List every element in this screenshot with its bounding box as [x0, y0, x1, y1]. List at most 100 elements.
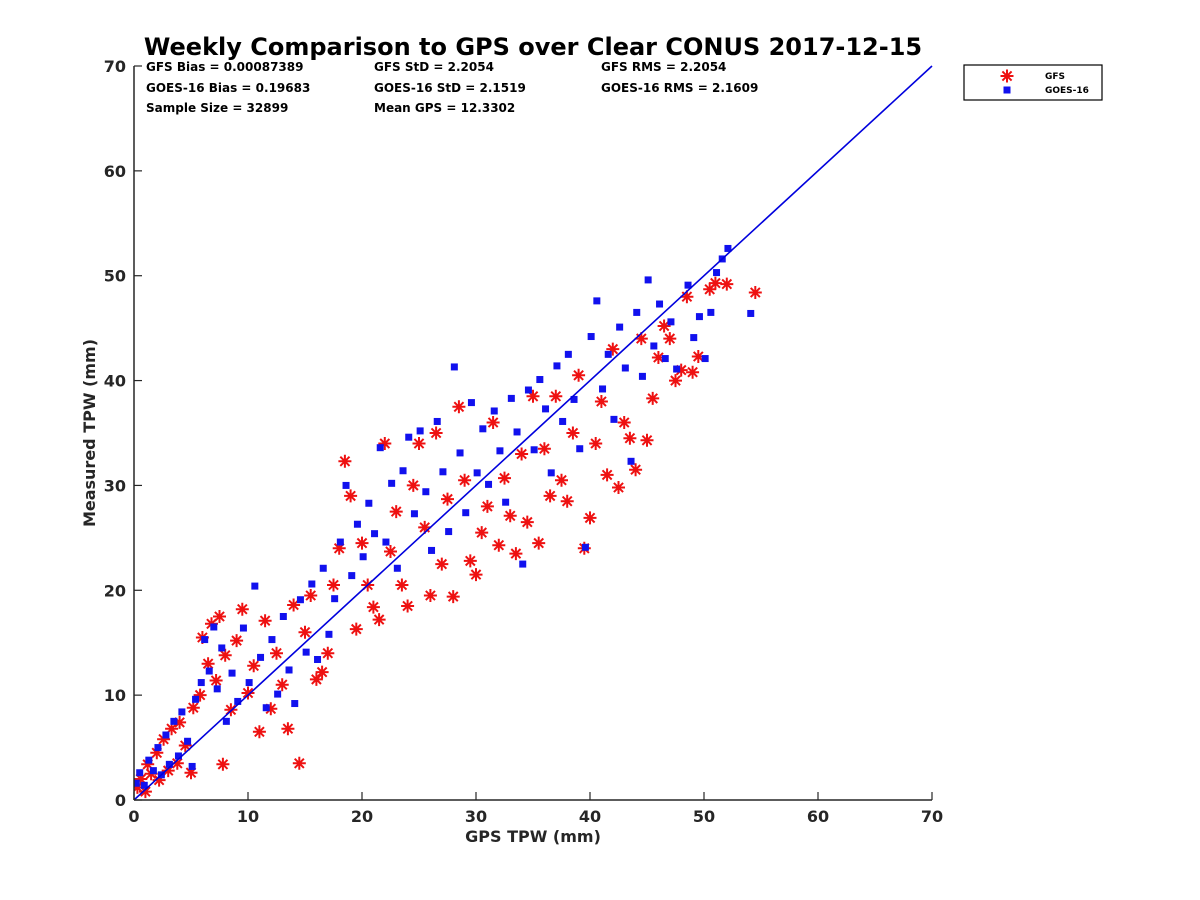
gfs-point	[572, 368, 586, 382]
goes16-point	[218, 644, 226, 652]
goes16-point	[724, 244, 732, 252]
gfs-point	[235, 602, 249, 616]
gfs-point	[355, 536, 369, 550]
gfs-point	[321, 646, 335, 660]
gfs-point	[463, 554, 477, 568]
goes16-point	[268, 636, 276, 644]
goes16-point	[279, 613, 287, 620]
legend-box	[963, 64, 1103, 101]
gfs-point	[446, 590, 460, 604]
goes16-point	[473, 469, 481, 477]
gfs-point	[623, 431, 637, 445]
y-tick-label: 40	[104, 372, 126, 391]
stat-text: Sample Size = 32899	[146, 101, 288, 115]
goes16-point	[519, 560, 527, 568]
gfs-point	[708, 276, 722, 290]
goes16-point	[593, 297, 601, 305]
gfs-point	[165, 722, 179, 736]
gfs-point	[532, 536, 546, 550]
gfs-point	[141, 757, 155, 771]
goes16-point	[162, 731, 170, 739]
gfs-point	[252, 725, 266, 739]
goes16-point	[627, 457, 635, 465]
gfs-point	[651, 351, 665, 364]
gfs-point	[258, 614, 272, 628]
stats-annotations: GFS Bias = 0.00087389 GFS StD = 2.2054 GFS…	[146, 60, 758, 115]
goes16-point	[145, 756, 153, 764]
goes16-point	[382, 538, 390, 546]
gfs-point	[218, 648, 232, 662]
goes16-point	[485, 480, 493, 488]
gfs-point	[549, 389, 563, 403]
goes16-point	[184, 737, 192, 745]
legend-marker-goes16	[1003, 86, 1011, 94]
goes16-point	[170, 717, 178, 725]
goes16-point	[445, 528, 453, 536]
goes16-point	[581, 543, 589, 551]
gfs-point	[134, 780, 144, 794]
gfs-point	[275, 678, 289, 692]
gfs-point	[458, 473, 472, 487]
y-tick-label: 50	[104, 267, 126, 286]
goes16-point	[684, 281, 692, 289]
goes16-point	[701, 355, 709, 363]
gfs-point	[452, 400, 466, 414]
goes16-point	[308, 580, 316, 588]
goes16-point	[371, 530, 379, 538]
x-tick-label: 20	[351, 807, 373, 826]
gfs-point	[680, 290, 694, 304]
gfs-point	[669, 374, 682, 388]
goes16-point	[416, 427, 424, 435]
gfs-point	[338, 454, 352, 468]
gfs-point	[173, 715, 187, 729]
goes16-point	[542, 405, 550, 413]
gfs-point	[384, 545, 397, 558]
goes16-point	[348, 572, 356, 580]
goes16-point	[564, 350, 572, 358]
x-tick-label: 30	[465, 807, 487, 826]
goes16-point	[604, 350, 612, 358]
goes16-point	[644, 276, 652, 284]
gfs-point	[170, 756, 184, 770]
goes16-point	[376, 444, 384, 452]
goes16-point	[285, 666, 293, 674]
gfs-point	[674, 363, 688, 377]
goes16-point	[650, 342, 658, 350]
goes16-point	[713, 269, 721, 277]
gfs-point	[606, 342, 620, 356]
stat-text: GFS Bias = 0.00087389	[146, 60, 303, 74]
goes16-point	[661, 355, 669, 363]
gfs-point	[423, 589, 437, 602]
goes16-point	[621, 364, 629, 372]
goes16-point	[210, 623, 218, 631]
goes16-point	[405, 433, 413, 441]
goes16-point	[507, 394, 515, 402]
y-tick-label: 0	[115, 791, 126, 810]
gfs-point	[327, 578, 340, 592]
goes16-point	[479, 425, 487, 433]
goes16-point	[388, 479, 396, 487]
goes16-point	[245, 679, 253, 687]
gfs-point	[389, 505, 403, 519]
y-tick-label: 30	[104, 476, 126, 495]
gfs-point	[178, 739, 192, 752]
goes16-point	[456, 449, 464, 457]
stat-text: GOES-16 StD = 2.1519	[374, 81, 526, 95]
x-tick-label: 0	[128, 807, 139, 826]
goes16-point	[530, 446, 538, 454]
gfs-point	[270, 646, 283, 660]
data-points	[134, 244, 762, 799]
gfs-point	[138, 785, 152, 799]
gfs-point	[372, 613, 386, 627]
goes16-point	[359, 553, 367, 561]
gfs-point	[520, 515, 534, 529]
goes16-point	[205, 667, 213, 675]
gfs-point	[418, 520, 432, 534]
stat-text: GFS StD = 2.2054	[374, 60, 494, 74]
gfs-point	[406, 478, 420, 492]
gfs-point	[720, 277, 734, 291]
goes16-point	[553, 362, 561, 370]
y-axis-label: Measured TPW (mm)	[80, 339, 99, 527]
gfs-point	[349, 622, 363, 636]
legend-marker-gfs	[1000, 69, 1014, 83]
